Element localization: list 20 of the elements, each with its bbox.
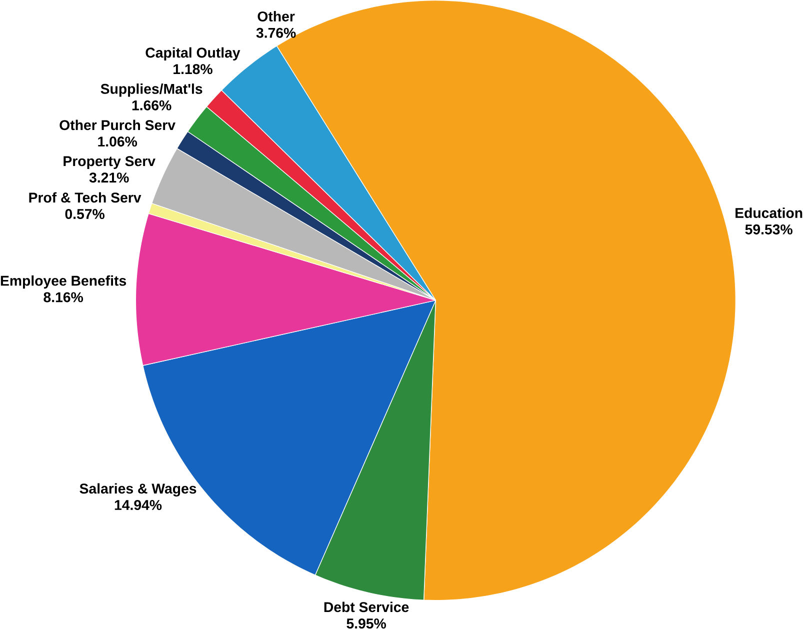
slice-label: Education	[736, 208, 802, 218]
data-label: 0.57%	[65, 209, 104, 220]
data-label: 8.16%	[44, 292, 83, 302]
slice-label: Employee Benefits	[0, 276, 126, 289]
slice-label: Property Serv	[64, 156, 156, 170]
slice-label: Prof & Tech Serv	[29, 192, 142, 203]
slice-label: Other	[258, 11, 295, 22]
slice-label: Supplies/Mat'ls	[100, 84, 202, 97]
slice-label: Debt Service	[324, 602, 409, 612]
data-label: 3.21%	[89, 172, 129, 183]
data-label: 1.06%	[98, 136, 138, 147]
data-label: 1.18%	[174, 64, 212, 74]
data-label: 3.76%	[256, 28, 296, 38]
slice-label: Salaries & Wages	[80, 483, 196, 497]
data-label: 1.66%	[132, 100, 172, 111]
data-label: 5.95%	[346, 618, 386, 629]
data-label: 14.94%	[114, 500, 162, 510]
slice-label: Capital Outlay	[146, 48, 240, 61]
data-label: 59.53%	[745, 224, 792, 235]
slice-label: Other Purch Serv	[60, 120, 176, 130]
